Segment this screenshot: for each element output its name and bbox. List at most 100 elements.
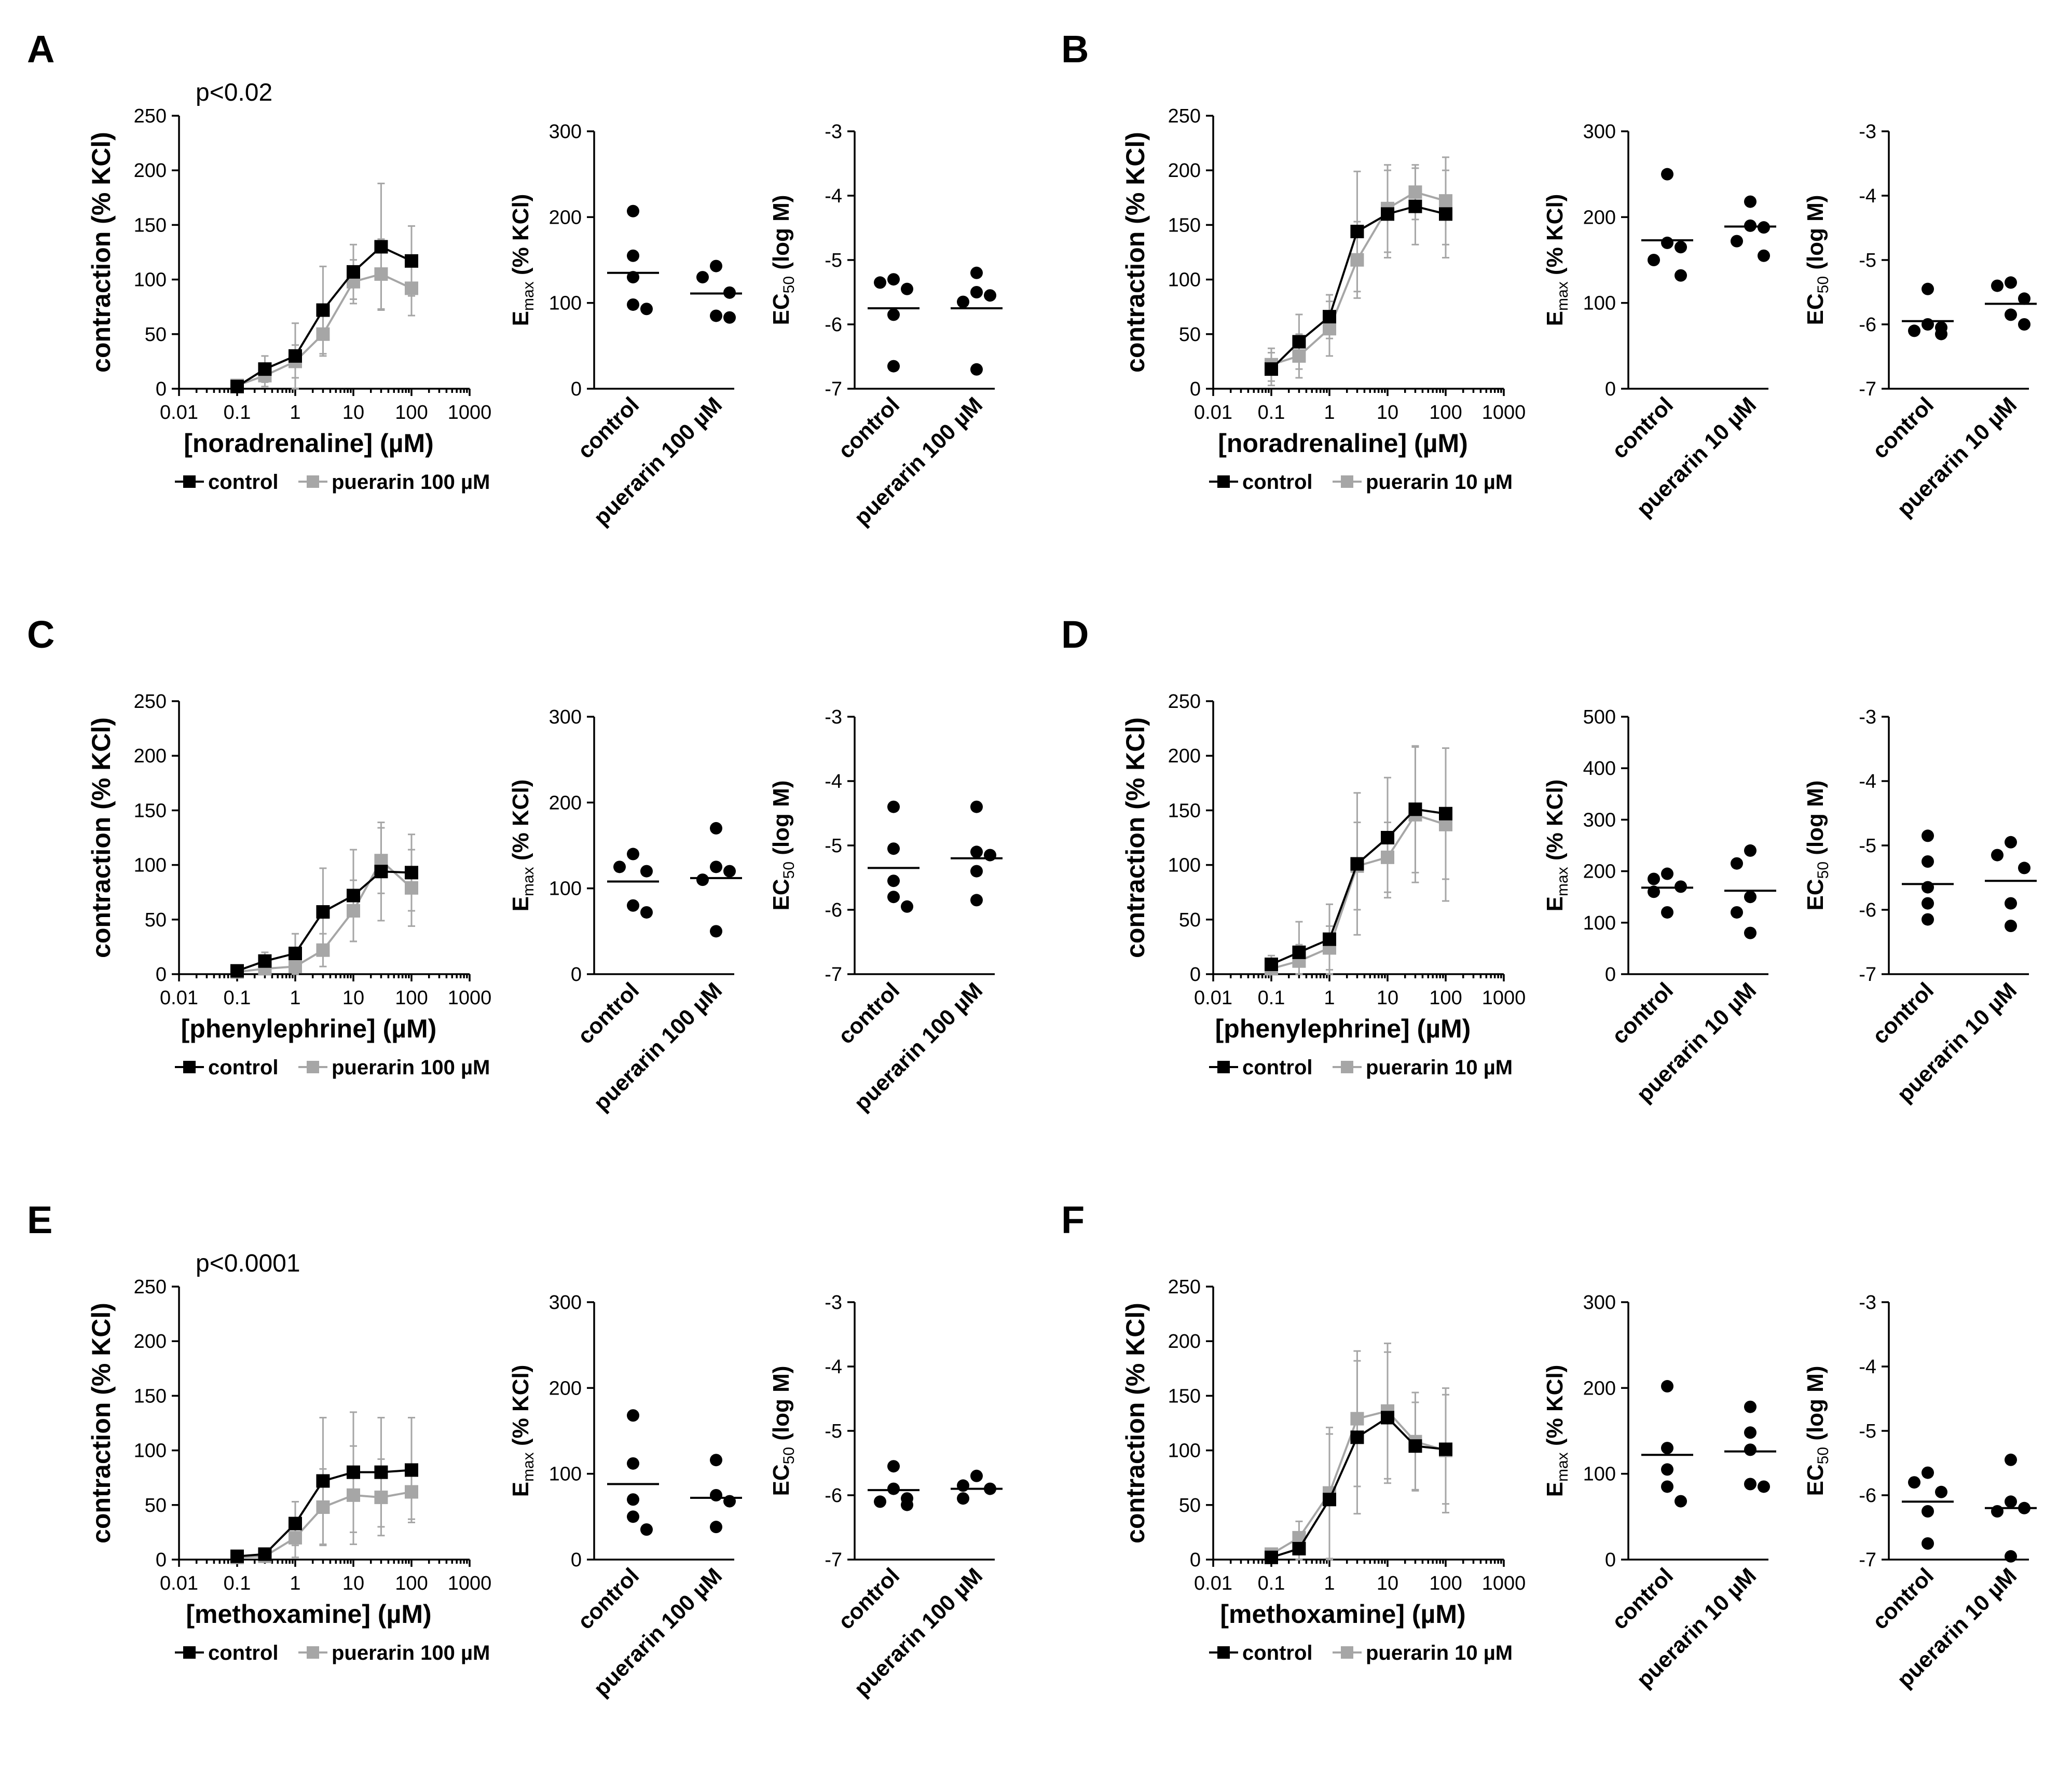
y-tick-label: 50 <box>1179 1495 1201 1517</box>
data-point <box>374 240 388 254</box>
y-tick-label: 100 <box>549 1464 582 1485</box>
y-axis-label: Emax (% KCl) <box>508 780 537 912</box>
data-point <box>1922 855 1934 868</box>
legend-label-puerarin: puerarin 100 µM <box>332 1642 490 1664</box>
y-tick-label: -6 <box>1859 314 1876 336</box>
data-point <box>627 271 639 284</box>
data-point <box>316 1474 330 1488</box>
data-point <box>289 947 302 961</box>
data-point <box>1381 207 1394 221</box>
x-tick-label: 1000 <box>448 987 492 1009</box>
data-point <box>1991 849 2004 862</box>
y-tick-label: 0 <box>156 964 167 986</box>
data-point <box>710 1454 722 1467</box>
y-tick-label: 250 <box>134 1276 167 1298</box>
data-point <box>1381 831 1394 844</box>
y-axis-label-subscript: max <box>520 281 537 311</box>
y-tick-label: 0 <box>1605 1549 1616 1571</box>
legend-marker-control <box>1217 475 1230 488</box>
data-point <box>1744 926 1757 939</box>
category-label: control <box>573 392 644 463</box>
data-point <box>1675 1495 1687 1508</box>
data-point <box>2018 862 2030 875</box>
data-point <box>1408 802 1422 816</box>
y-axis-label-rest: (% KCl) <box>1542 780 1568 867</box>
legend-label-control: control <box>208 1056 279 1079</box>
y-tick-label: -6 <box>1859 1485 1876 1507</box>
y-tick-label: -3 <box>1859 121 1876 143</box>
data-point <box>258 362 272 376</box>
y-tick-label: 50 <box>145 324 167 346</box>
y-tick-label: 250 <box>134 691 167 713</box>
y-tick-label: 500 <box>1583 706 1616 728</box>
y-axis-label-main: EC <box>769 293 794 325</box>
data-point <box>1744 195 1757 208</box>
y-axis-label-subscript: 50 <box>780 1447 798 1464</box>
y-axis-label-main: E <box>508 311 533 326</box>
y-tick-label: -3 <box>825 121 842 143</box>
data-point <box>1675 241 1687 254</box>
data-point <box>1323 932 1336 946</box>
data-point <box>627 1510 639 1523</box>
data-point <box>1908 1476 1920 1489</box>
y-axis-label-main: EC <box>769 879 794 910</box>
y-axis-label-rest: (log M) <box>769 781 794 862</box>
data-point <box>258 954 272 968</box>
y-tick-label: -5 <box>1859 250 1876 271</box>
series-line <box>1271 808 1446 965</box>
y-tick-label: -7 <box>825 378 842 400</box>
x-axis-label: [noradrenaline] (µM) <box>184 429 434 458</box>
data-point <box>627 848 639 860</box>
series-control <box>230 1411 418 1563</box>
category-label: control <box>573 1563 644 1634</box>
y-tick-label: -7 <box>1859 378 1876 400</box>
data-point <box>1265 362 1278 376</box>
series-puerarin <box>230 1445 418 1564</box>
data-point <box>1661 1480 1673 1493</box>
data-point <box>1744 1400 1757 1413</box>
x-tick-label: 0.01 <box>1194 1573 1232 1594</box>
data-point <box>2018 292 2030 305</box>
legend: control puerarin 100 µM <box>175 1056 490 1079</box>
x-tick-label: 100 <box>1429 987 1462 1009</box>
y-axis-label-main: EC <box>1803 1464 1828 1496</box>
data-point <box>957 1492 969 1505</box>
legend-marker-control <box>1217 1646 1230 1659</box>
data-point <box>347 265 360 279</box>
panel-letter: F <box>1061 1198 1085 1241</box>
x-tick-label: 10 <box>342 1573 364 1594</box>
data-point <box>347 1465 360 1479</box>
data-point <box>1292 945 1306 959</box>
data-point <box>613 860 626 873</box>
legend-marker-control <box>183 1061 196 1073</box>
y-tick-label: 50 <box>1179 324 1201 346</box>
data-point <box>874 276 886 289</box>
y-axis-label-subscript: 50 <box>780 862 798 879</box>
data-point <box>887 800 900 813</box>
x-tick-label: 1 <box>290 1573 300 1594</box>
data-point <box>1661 867 1673 880</box>
y-axis-label: Emax (% KCl) <box>1542 780 1571 912</box>
series-puerarin <box>1265 1342 1452 1561</box>
y-axis-label: Emax (% KCl) <box>1542 194 1571 326</box>
y-tick-label: -5 <box>825 250 842 271</box>
y-tick-label: 300 <box>1583 809 1616 831</box>
series-control <box>230 182 418 393</box>
y-axis-label-rest: (log M) <box>769 195 794 276</box>
data-point <box>1350 225 1364 239</box>
y-tick-label: 200 <box>1583 207 1616 228</box>
data-point <box>1922 897 1934 910</box>
data-point <box>1439 807 1452 821</box>
data-point <box>230 1549 244 1563</box>
y-axis-label-rest: (log M) <box>1803 781 1828 862</box>
data-point <box>1731 857 1743 870</box>
y-tick-label: -7 <box>1859 964 1876 986</box>
y-tick-label: -4 <box>1859 185 1876 207</box>
y-axis-label-subscript: max <box>1554 1452 1571 1482</box>
data-point <box>1439 1442 1452 1456</box>
